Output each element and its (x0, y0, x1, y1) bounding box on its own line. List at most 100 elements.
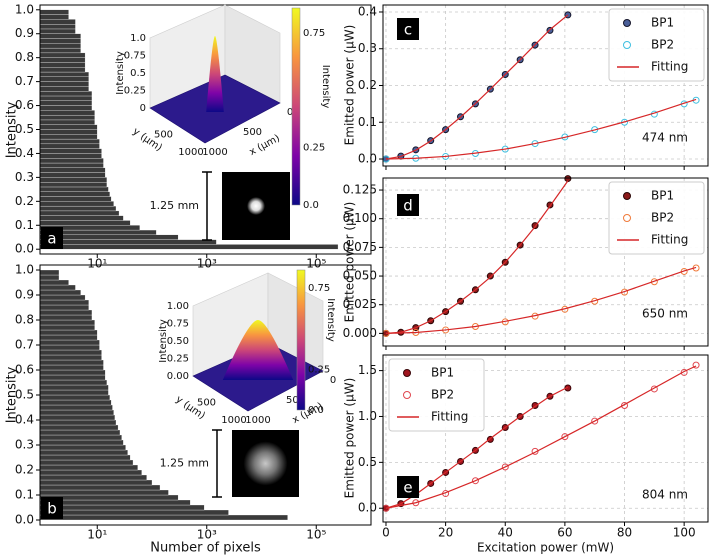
y-tick-label: 0.1 (15, 488, 34, 502)
histogram-bar (39, 374, 106, 381)
histogram-bar (39, 129, 98, 135)
legend-box (608, 8, 705, 82)
histogram-bar (39, 409, 114, 416)
histogram-bar (39, 210, 120, 216)
annotation: 474 nm (642, 131, 688, 145)
y-tick-label: 0.025 (343, 297, 377, 311)
y-axis-label: Emitted power (μW) (343, 202, 357, 323)
y-tick-label: 0.4 (15, 413, 34, 427)
colorbar-label: Intensity (325, 298, 336, 342)
beam-spot (247, 197, 265, 215)
histogram-bar (39, 329, 98, 336)
x-tick-label: 40 (498, 526, 513, 540)
histogram-bar (39, 424, 119, 431)
legend-label: BP1 (431, 366, 454, 380)
histogram-bar (39, 379, 108, 386)
panel-label-box (41, 227, 63, 249)
histogram-bar (39, 19, 76, 25)
y-tick-label: 0.0 (358, 152, 377, 166)
colorbar (291, 7, 301, 206)
histogram-bar (39, 14, 69, 20)
histogram-bar (39, 95, 93, 101)
data-point (591, 417, 599, 425)
histogram-bar (39, 143, 100, 149)
y-tick-label: 0.2 (15, 463, 34, 477)
y-tick-label: 0.3 (358, 41, 377, 55)
y-tick-label: 0.6 (15, 363, 34, 377)
histogram-bar (39, 454, 131, 461)
histogram-bar (39, 349, 102, 356)
histogram-bar (39, 309, 93, 316)
inset-z-label: Intensity (158, 319, 169, 363)
y-tick-label: 0.5 (358, 455, 377, 469)
histogram-bar (39, 269, 60, 276)
histogram-bar (39, 294, 86, 301)
histogram-bar (39, 394, 111, 401)
histogram-bar (39, 324, 95, 331)
histogram-bar (39, 43, 81, 49)
histogram-bar (39, 71, 89, 77)
legend-label: BP2 (651, 38, 674, 52)
histogram-bar (39, 62, 86, 68)
panel-label-box (397, 476, 419, 498)
histogram-bar (39, 110, 95, 116)
panel-label-box (397, 194, 419, 216)
legend-marker (403, 369, 411, 377)
inset-x-tick-label: 0 (287, 107, 293, 118)
histogram-bar (39, 384, 109, 391)
annotation: 650 nm (642, 307, 688, 321)
histogram-bar (39, 24, 76, 30)
data-point (561, 433, 569, 441)
data-point (621, 401, 629, 409)
legend-marker (403, 391, 411, 399)
y-tick-label: 0.1 (15, 218, 34, 232)
histogram-bar (39, 474, 147, 481)
panel-label-box (397, 18, 419, 40)
panel-label: c (404, 21, 412, 39)
legend-box (388, 358, 485, 432)
y-tick-label: 0.8 (15, 50, 34, 64)
y-tick-label: 0.7 (15, 74, 34, 88)
histogram-bar (39, 215, 124, 221)
y-tick-label: 0.5 (15, 122, 34, 136)
histogram-bar (39, 134, 98, 140)
histogram-bar (39, 304, 89, 311)
histogram-bar (39, 464, 138, 471)
y-tick-label: 0.9 (15, 288, 34, 302)
histogram-bar (39, 504, 205, 511)
histogram-bar (39, 369, 106, 376)
inset-z-tick-label: 0.00 (167, 371, 189, 382)
y-axis-label: Emitted power (μW) (343, 25, 357, 146)
y-tick-label: 1.0 (15, 263, 34, 277)
fit-line (385, 98, 697, 160)
histogram-bar (39, 47, 81, 54)
histogram-bar (39, 38, 81, 44)
panel-label: e (403, 479, 412, 497)
histogram-bar (39, 449, 128, 456)
legend-marker (623, 214, 631, 222)
inset-z-tick-label: 0.75 (124, 51, 146, 62)
histogram-bar (39, 389, 109, 396)
x-tick-label: 0 (382, 526, 390, 540)
y-axis-label: Emitted power (μW) (343, 378, 357, 499)
colorbar-tick-label: 0.0 (308, 405, 324, 416)
legend-label: BP2 (651, 211, 674, 225)
histogram-bar (39, 399, 112, 406)
inset-z-tick-label: 0.75 (167, 319, 189, 330)
histogram-bar (39, 414, 116, 421)
histogram-bar (39, 344, 100, 351)
annotation: 804 nm (642, 488, 688, 502)
y-tick-label: 0.100 (343, 211, 377, 225)
inset-surface-peak (206, 36, 224, 112)
x-axis-label: Number of pixels (150, 541, 261, 556)
histogram-bar (39, 319, 95, 326)
legend-label: Fitting (431, 410, 468, 424)
histogram-bar (39, 274, 60, 281)
y-tick-label: 0.0 (15, 513, 34, 527)
data-point (471, 477, 479, 485)
histogram-bar (39, 67, 86, 73)
histogram-bar (39, 81, 89, 87)
legend-box (608, 181, 705, 255)
inset-y-tick-label: 1000 (178, 147, 203, 158)
y-axis-label: Intensity (5, 101, 20, 158)
